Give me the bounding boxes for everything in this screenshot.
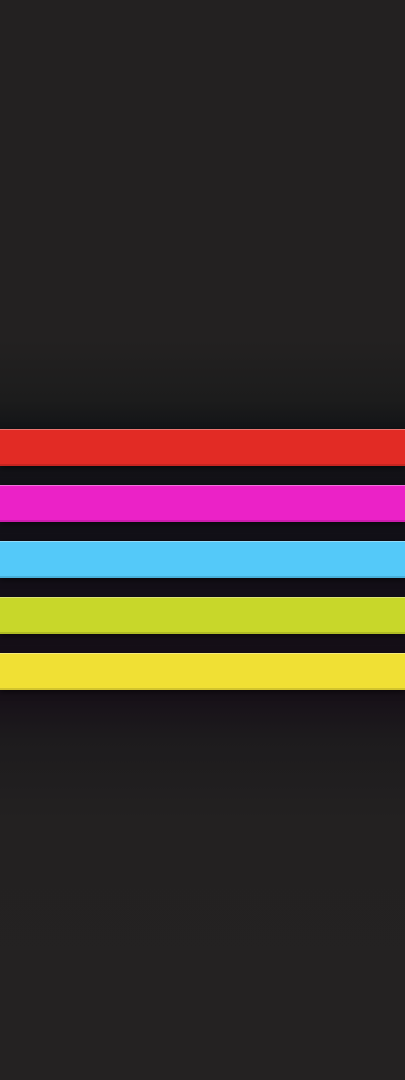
- red-stripe: [0, 429, 405, 466]
- yellow-stripe: [0, 653, 405, 690]
- lime-stripe: [0, 597, 405, 634]
- light-blue-stripe: [0, 541, 405, 578]
- magenta-stripe: [0, 485, 405, 522]
